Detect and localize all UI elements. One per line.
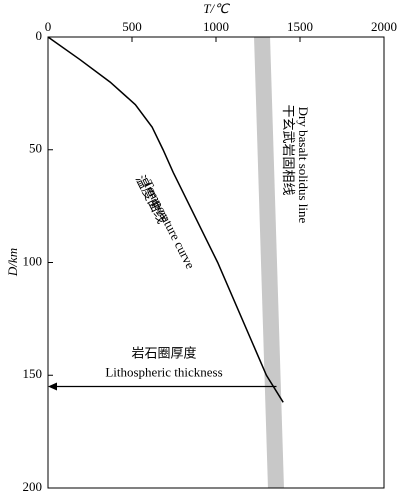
y-tick-label: 0 (36, 28, 43, 43)
x-tick-label: 2000 (371, 19, 397, 34)
arrow-head (48, 382, 57, 391)
y-tick-label: 150 (23, 366, 43, 381)
x-tick-label: 0 (45, 19, 52, 34)
solidus-label: Dry basalt solidus line (296, 107, 311, 224)
x-axis-label: T/℃ (203, 1, 230, 16)
thickness-label: Lithospheric thickness (105, 365, 222, 380)
y-axis-label: D/km (5, 248, 20, 277)
x-tick-label: 1000 (203, 19, 229, 34)
x-tick-label: 1500 (287, 19, 313, 34)
curve-label: Temperature curve (141, 177, 199, 271)
x-tick-label: 500 (122, 19, 142, 34)
y-tick-label: 200 (23, 479, 43, 494)
series-line (47, 36, 284, 403)
y-tick-label: 100 (23, 253, 43, 268)
y-tick-label: 50 (29, 141, 42, 156)
plot-frame (47, 36, 385, 489)
solidus-label-cn: 干玄武岩固相线 (281, 104, 296, 195)
thickness-label-cn: 岩石圈厚度 (131, 346, 196, 361)
series-line (254, 36, 284, 489)
